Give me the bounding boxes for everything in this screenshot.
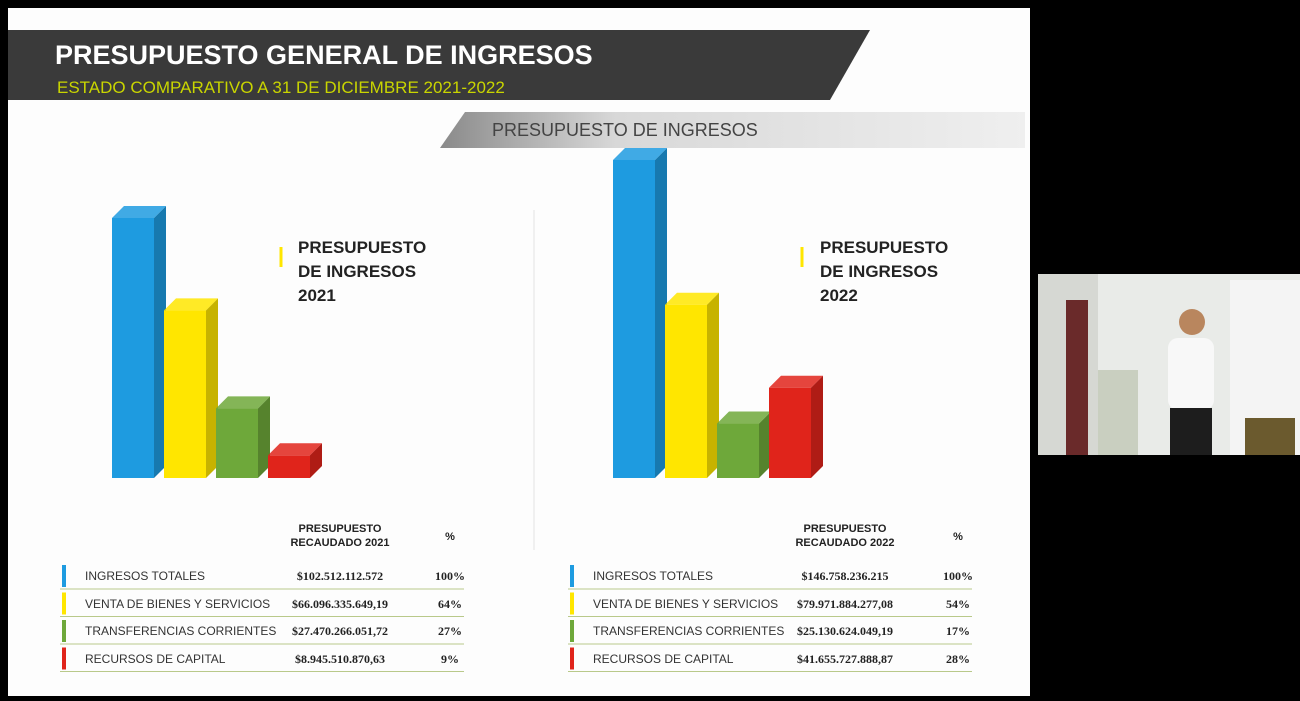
- chart-title: PRESUPUESTO DE INGRESOS 2021: [298, 238, 427, 305]
- bar-side: [310, 443, 322, 478]
- row-marker: [62, 592, 66, 615]
- bar-top: [665, 292, 719, 305]
- bar-side: [655, 148, 667, 478]
- row-marker: [570, 592, 574, 615]
- bar-side: [258, 396, 270, 478]
- bar: [268, 443, 322, 478]
- bar: [112, 206, 166, 478]
- row-value: $27.470.266.051,72: [292, 624, 388, 638]
- row-marker: [62, 620, 66, 642]
- bar-top: [112, 206, 166, 218]
- row-label: INGRESOS TOTALES: [593, 569, 714, 583]
- row-percent: 27%: [438, 624, 462, 638]
- bar-front: [112, 218, 154, 478]
- row-value: $79.971.884.277,08: [797, 596, 893, 611]
- column-header: PRESUPUESTO RECAUDADO 2022: [795, 523, 895, 549]
- bar-side: [759, 411, 771, 478]
- row-label: RECURSOS DE CAPITAL: [85, 651, 226, 666]
- row-percent: 100%: [943, 569, 973, 583]
- bar: [164, 298, 218, 478]
- row-marker: [570, 565, 574, 587]
- bar-front: [268, 455, 310, 478]
- row-label: RECURSOS DE CAPITAL: [593, 651, 734, 666]
- chart-title: PRESUPUESTO DE INGRESOS 2022: [820, 238, 949, 305]
- row-label: VENTA DE BIENES Y SERVICIOS: [593, 596, 779, 611]
- row-label: TRANSFERENCIAS CORRIENTES: [85, 624, 277, 638]
- bar-top: [164, 298, 218, 311]
- section-title: PRESUPUESTO DE INGRESOS: [492, 120, 758, 140]
- bar-front: [164, 310, 206, 478]
- row-percent: 28%: [946, 651, 970, 666]
- slide-subtitle: ESTADO COMPARATIVO A 31 DE DICIEMBRE 202…: [57, 78, 505, 97]
- bar-top: [717, 411, 771, 424]
- video-thumbnail: [1038, 274, 1300, 455]
- row-marker: [570, 620, 574, 642]
- row-percent: 64%: [438, 596, 462, 611]
- row-percent: 9%: [441, 651, 459, 666]
- row-marker: [62, 647, 66, 670]
- row-marker: [570, 647, 574, 670]
- row-label: TRANSFERENCIAS CORRIENTES: [593, 624, 785, 638]
- row-label: INGRESOS TOTALES: [85, 569, 206, 583]
- row-percent: 54%: [946, 596, 970, 611]
- row-percent: 17%: [946, 624, 970, 638]
- bar-front: [665, 304, 707, 478]
- row-value: $102.512.112.572: [296, 569, 384, 583]
- bar: [769, 375, 823, 478]
- row-value: $8.945.510.870,63: [295, 651, 385, 666]
- slide-title: PRESUPUESTO GENERAL DE INGRESOS: [55, 40, 593, 70]
- bar: [216, 396, 270, 478]
- bar-top: [769, 375, 823, 388]
- bar-top: [268, 443, 322, 456]
- column-header: %: [953, 531, 963, 543]
- bar-front: [613, 160, 655, 478]
- bar-side: [707, 292, 719, 478]
- bar: [665, 292, 719, 478]
- bar-front: [769, 387, 811, 478]
- row-marker: [62, 565, 66, 587]
- row-value: $146.758.236.215: [801, 569, 889, 583]
- bar-top: [216, 396, 270, 409]
- row-label: VENTA DE BIENES Y SERVICIOS: [85, 596, 271, 611]
- row-value: $25.130.624.049,19: [797, 624, 893, 638]
- bar-side: [206, 298, 218, 478]
- bar: [613, 148, 667, 478]
- header-band: [8, 30, 870, 100]
- bar-side: [811, 375, 823, 478]
- bar-front: [216, 408, 258, 478]
- bar-side: [154, 206, 166, 478]
- column-header: %: [445, 531, 455, 543]
- row-value: $66.096.335.649,19: [292, 596, 388, 611]
- bar-top: [613, 148, 667, 160]
- column-header: PRESUPUESTO RECAUDADO 2021: [290, 523, 390, 549]
- bar: [717, 411, 771, 478]
- row-percent: 100%: [435, 569, 465, 583]
- bar-front: [717, 423, 759, 478]
- section-band: [440, 112, 1025, 148]
- row-value: $41.655.727.888,87: [797, 651, 893, 666]
